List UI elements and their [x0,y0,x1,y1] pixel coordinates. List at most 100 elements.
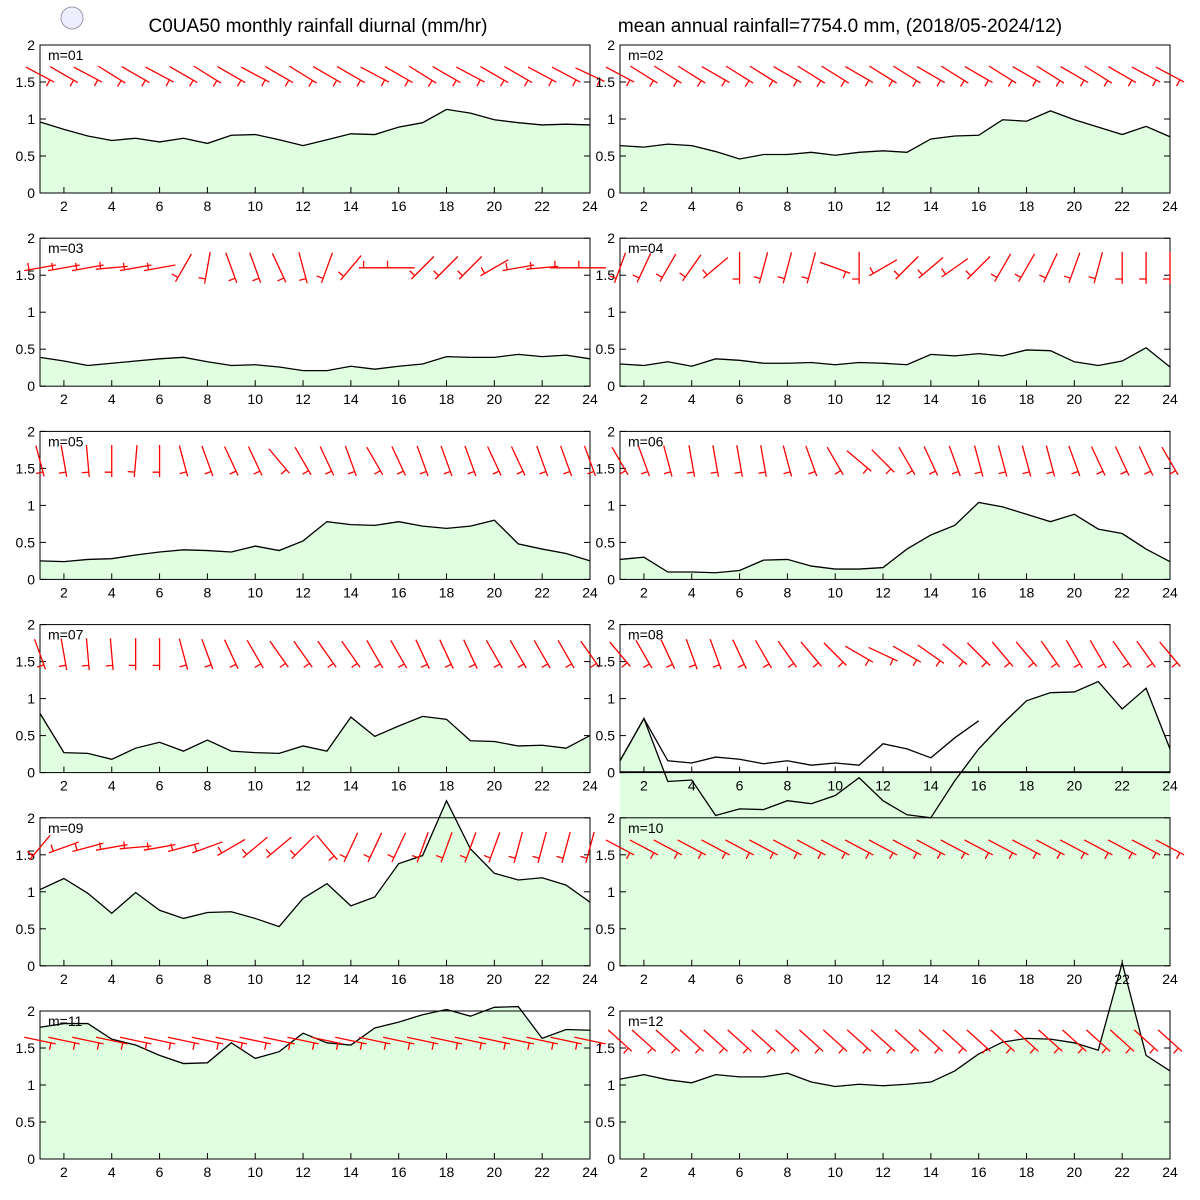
wind-barb [167,1036,200,1050]
x-tick-label: 18 [439,391,455,407]
x-tick-label: 16 [391,391,407,407]
wind-barb [1089,640,1107,669]
wind-barb [265,836,292,859]
y-tick-label: 0.5 [16,534,36,550]
wind-barb [844,645,874,667]
wind-barb [58,638,68,671]
x-tick-label: 14 [343,584,359,600]
wind-barb [1036,839,1065,860]
y-tick-label: 0.5 [16,341,36,357]
x-tick-label: 2 [640,584,648,600]
x-tick-label: 18 [1019,778,1035,794]
line [619,501,1171,574]
x-tick-label: 12 [875,1164,891,1180]
x-tick-label: 20 [487,971,503,987]
y-tick-label: 2 [607,617,615,633]
wind-barb [119,841,152,850]
wind-barb [217,66,246,87]
wind-barb [510,446,526,476]
wind-barb [966,642,991,668]
wind-barb [48,841,80,854]
wind-barb [777,640,798,668]
wind-barb [844,839,874,860]
wind-barb [918,1029,944,1054]
wind-barb [1090,446,1106,476]
y-tick-label: 0 [27,571,35,587]
panel-label: m=07 [48,627,84,643]
x-tick-label: 14 [923,778,939,794]
y-tick-label: 2 [27,1003,35,1019]
wind-barb [772,839,802,860]
wind-barb [655,253,677,282]
wind-barb [95,842,128,851]
wind-barb [893,65,921,87]
wind-barb [411,832,429,863]
wind-barb [58,445,68,477]
wind-barb [201,445,214,477]
wind-barb [892,645,922,667]
x-tick-label: 4 [688,391,696,407]
x-tick-label: 8 [203,198,211,214]
x-tick-label: 8 [783,1164,791,1180]
wind-barb [556,831,571,864]
x-tick-label: 18 [439,584,455,600]
y-tick-label: 1.5 [596,654,616,670]
wind-barb [1036,65,1065,87]
x-tick-label: 22 [534,584,550,600]
y-tick-label: 2 [607,230,615,246]
wind-barb [940,839,970,860]
wind-barb [941,258,969,278]
wind-barb [1085,1029,1111,1054]
wind-barb [287,1036,319,1050]
wind-barb [709,638,722,670]
wind-barb [143,262,176,272]
wind-barb [457,256,483,280]
wind-barb [198,251,211,284]
x-tick-label: 6 [736,778,744,794]
x-tick-label: 20 [1067,391,1083,407]
x-tick-label: 6 [156,1164,164,1180]
x-tick-label: 6 [156,584,164,600]
panel-label: m=01 [48,47,84,63]
wind-barb [894,1029,920,1054]
line [619,346,1171,368]
x-tick-label: 24 [1162,391,1178,407]
y-tick-label: 0.5 [596,1114,616,1130]
wind-barb [846,450,872,474]
area [620,962,1170,1159]
wind-barb [239,1036,272,1050]
x-tick-label: 20 [1067,778,1083,794]
wind-barb [609,252,627,284]
wind-barb [631,1029,657,1054]
x-tick-label: 24 [582,778,598,794]
x-tick-label: 22 [534,971,550,987]
wind-barb [430,1036,463,1050]
y-tick-label: 1.5 [16,267,36,283]
panel-label: m=05 [48,433,84,449]
x-tick-label: 18 [439,778,455,794]
x-tick-label: 2 [640,971,648,987]
x-tick-label: 12 [295,198,311,214]
wind-barb [536,445,549,477]
y-tick-label: 0 [607,185,615,201]
y-tick-label: 0 [607,378,615,394]
x-tick-label: 8 [203,1164,211,1180]
wind-barb [749,839,778,860]
wind-barb [560,445,573,477]
y-tick-label: 1.5 [596,847,616,863]
wind-barb [143,1036,176,1050]
wind-barb [686,445,696,477]
line [39,713,591,760]
wind-barb [870,1029,896,1054]
x-tick-label: 4 [688,198,696,214]
wind-barb [1014,1029,1039,1054]
x-tick-label: 6 [156,778,164,794]
x-tick-label: 16 [391,971,407,987]
wind-barb [629,65,658,87]
wind-barb [81,638,90,671]
y-tick-label: 1.5 [16,460,36,476]
wind-barb [294,446,312,476]
wind-barb [48,1036,80,1050]
area [40,1006,590,1159]
y-tick-label: 1 [27,304,35,320]
